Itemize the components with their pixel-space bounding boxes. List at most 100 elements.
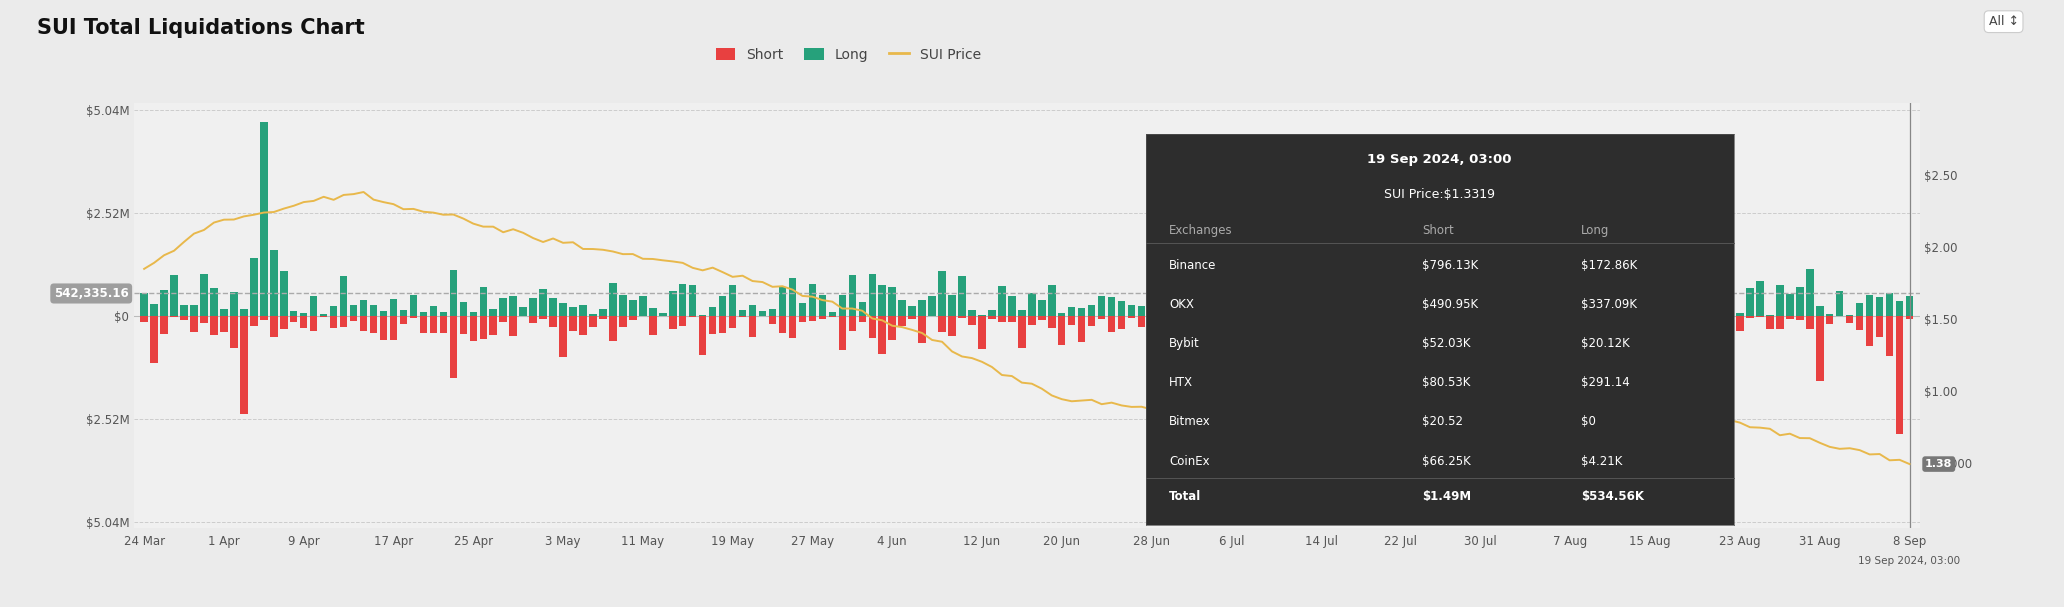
Bar [888, 287, 896, 316]
Bar [1158, 307, 1166, 316]
Bar [1387, 316, 1395, 334]
Bar [390, 316, 396, 340]
Bar [599, 316, 607, 319]
Bar [1517, 287, 1525, 316]
Text: 542,335.16: 542,335.16 [54, 287, 128, 300]
Bar [799, 302, 807, 316]
Bar [708, 307, 716, 316]
Text: 1.38: 1.38 [1926, 459, 1953, 469]
Text: All ↕: All ↕ [1988, 15, 2019, 28]
Bar [559, 304, 568, 316]
Bar [239, 310, 248, 316]
Bar [1897, 301, 1903, 316]
Bar [1856, 316, 1864, 330]
Bar [1358, 277, 1364, 316]
Bar [351, 305, 357, 316]
Bar [888, 316, 896, 340]
Text: Long: Long [1581, 223, 1610, 237]
Bar [231, 292, 237, 316]
Bar [1556, 302, 1565, 316]
Bar [369, 305, 378, 316]
Bar [1187, 316, 1195, 322]
Bar [528, 316, 537, 323]
Bar [1288, 296, 1294, 316]
Bar [1538, 297, 1544, 316]
Bar [1408, 316, 1414, 327]
Bar [299, 316, 308, 328]
Bar [869, 316, 875, 338]
Bar [270, 316, 277, 337]
Bar [1686, 246, 1695, 316]
Bar [778, 287, 786, 316]
Bar [739, 310, 747, 316]
Bar [1726, 316, 1734, 322]
Bar [1007, 296, 1015, 316]
Bar [1546, 279, 1554, 316]
Bar [310, 316, 318, 331]
Bar [1686, 316, 1695, 317]
Bar [1707, 316, 1713, 324]
Bar [669, 316, 677, 329]
Bar [1067, 316, 1075, 325]
Bar [929, 296, 935, 316]
Bar [1247, 316, 1255, 317]
Bar [580, 305, 586, 316]
Bar [1496, 315, 1505, 316]
Bar [570, 316, 576, 331]
Bar [429, 307, 438, 316]
Bar [250, 316, 258, 326]
Bar [679, 316, 687, 327]
Bar [1377, 316, 1385, 336]
Bar [460, 302, 466, 316]
Bar [1426, 310, 1434, 316]
Bar [1567, 316, 1575, 334]
Bar [1278, 305, 1286, 316]
Bar [1119, 301, 1125, 316]
Bar [231, 316, 237, 348]
Bar [1337, 316, 1346, 337]
Bar [369, 316, 378, 333]
Text: $0: $0 [1581, 415, 1595, 429]
Bar [1507, 316, 1515, 326]
Bar [1486, 316, 1494, 337]
Text: SUI Total Liquidations Chart: SUI Total Liquidations Chart [37, 18, 365, 38]
Bar [1717, 316, 1723, 317]
Bar [1408, 311, 1414, 316]
Bar [400, 316, 407, 324]
Bar [1746, 288, 1754, 316]
Bar [958, 316, 966, 318]
Bar [1327, 288, 1335, 316]
Bar [429, 316, 438, 333]
Bar [359, 300, 367, 316]
Bar [1059, 313, 1065, 316]
Bar [898, 316, 906, 326]
Bar [1197, 269, 1205, 316]
Bar [788, 278, 797, 316]
Bar [700, 316, 706, 354]
Bar [1007, 316, 1015, 322]
Bar [1556, 316, 1565, 327]
Bar [291, 311, 297, 316]
Bar [729, 316, 737, 328]
Bar [1317, 316, 1325, 338]
Bar [1567, 298, 1575, 316]
Text: $796.13K: $796.13K [1422, 259, 1478, 272]
Bar [1897, 316, 1903, 434]
Bar [390, 299, 396, 316]
Bar [1228, 303, 1234, 316]
Bar [879, 316, 885, 354]
Bar [1317, 282, 1325, 316]
Bar [341, 276, 347, 316]
Bar [1018, 316, 1026, 348]
Bar [260, 121, 268, 316]
Bar [1767, 315, 1773, 316]
Bar [211, 316, 217, 336]
Bar [330, 316, 336, 328]
Bar [838, 295, 846, 316]
Bar [689, 285, 696, 316]
Bar [1298, 316, 1304, 331]
Bar [1876, 297, 1882, 316]
Bar [630, 300, 636, 316]
Bar [1179, 304, 1185, 316]
Bar [1049, 285, 1055, 316]
